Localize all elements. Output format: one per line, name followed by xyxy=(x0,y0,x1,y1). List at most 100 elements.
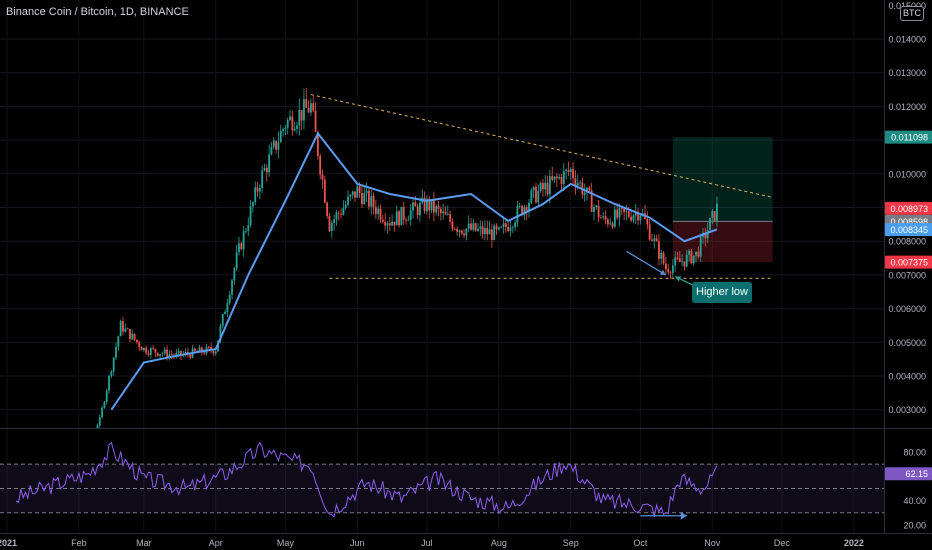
candle-body xyxy=(214,351,217,354)
y-tick-label: 0.007000 xyxy=(888,270,926,280)
candle-body xyxy=(567,169,570,172)
candle-body xyxy=(180,350,182,356)
candle-body xyxy=(662,252,665,264)
position-target-zone[interactable] xyxy=(672,137,773,222)
candle-body xyxy=(497,227,500,230)
candle-body xyxy=(228,294,231,304)
candle-body xyxy=(393,221,396,226)
rsi-value-label-bg[interactable] xyxy=(885,467,932,481)
candle-body xyxy=(145,347,148,354)
candle-body xyxy=(270,146,273,155)
price-label-bg[interactable] xyxy=(885,255,932,269)
candle-body xyxy=(149,348,152,355)
candle-body xyxy=(558,176,561,179)
candle-body xyxy=(374,207,377,214)
x-tick-label: 2021 xyxy=(0,538,17,548)
candle-body xyxy=(161,353,164,355)
annotation-arrow[interactable] xyxy=(626,250,667,276)
candle-body xyxy=(467,223,470,229)
candle-body xyxy=(678,258,681,262)
candle-body xyxy=(391,221,394,226)
candle-body xyxy=(159,354,161,356)
price-label-bg[interactable] xyxy=(885,130,932,144)
candle-body xyxy=(381,219,384,222)
candle-body xyxy=(586,187,588,193)
candle-body xyxy=(474,223,477,231)
candle-body xyxy=(697,251,700,257)
candle-body xyxy=(502,223,505,227)
price-panel[interactable] xyxy=(96,87,773,428)
candle-body xyxy=(562,170,565,184)
candle-body xyxy=(432,199,435,213)
trendline[interactable] xyxy=(310,94,773,198)
candle-body xyxy=(655,238,658,242)
candle-body xyxy=(630,216,632,221)
candle-body xyxy=(419,202,421,216)
candle-body xyxy=(572,169,574,179)
candle-body xyxy=(676,257,679,259)
candle-body xyxy=(140,347,143,351)
candle-body xyxy=(110,371,113,376)
candle-body xyxy=(544,182,547,190)
arrow-head xyxy=(675,276,682,282)
y-tick-label: 0.013000 xyxy=(888,68,926,78)
candle-body xyxy=(667,269,670,273)
y-tick-label: 0.006000 xyxy=(888,304,926,314)
candle-body xyxy=(516,206,519,223)
position-stop-zone[interactable] xyxy=(672,221,773,263)
candle-body xyxy=(685,254,688,267)
candle-body xyxy=(293,128,296,131)
arrow-head xyxy=(659,269,666,275)
candle-body xyxy=(530,190,533,203)
candle-body xyxy=(692,255,695,264)
candle-body xyxy=(400,206,403,226)
candle-body xyxy=(618,207,621,218)
candle-body xyxy=(272,140,275,147)
candle-body xyxy=(616,209,619,218)
candle-body xyxy=(437,206,440,209)
candle-body xyxy=(477,228,479,231)
moving-average-line[interactable] xyxy=(110,131,718,411)
candle-body xyxy=(609,223,612,225)
candle-body xyxy=(449,214,452,222)
candle-body xyxy=(198,347,201,352)
candle-body xyxy=(704,232,707,239)
candle-body xyxy=(312,103,315,111)
candle-body xyxy=(254,187,257,203)
candle-body xyxy=(542,182,544,190)
candle-body xyxy=(337,212,340,214)
candle-body xyxy=(548,176,551,195)
candle-body xyxy=(265,167,268,173)
candle-body xyxy=(683,261,686,267)
candle-body xyxy=(560,176,563,184)
candle-body xyxy=(611,223,614,227)
price-label-bg[interactable] xyxy=(885,201,932,215)
x-tick-label: 2022 xyxy=(844,538,864,548)
candle-body xyxy=(156,352,159,356)
x-tick-label: Jun xyxy=(350,538,365,548)
candle-body xyxy=(122,321,124,332)
candle-body xyxy=(627,211,630,217)
candle-body xyxy=(590,190,593,212)
candle-body xyxy=(574,178,577,186)
candle-body xyxy=(119,321,122,337)
price-label-bg[interactable] xyxy=(885,223,932,237)
candle-body xyxy=(414,202,417,207)
arrow-head xyxy=(680,511,687,520)
candle-body xyxy=(537,191,540,203)
candle-body xyxy=(486,227,489,235)
candle-body xyxy=(349,194,352,197)
rsi-panel[interactable] xyxy=(0,441,884,520)
candle-body xyxy=(303,99,305,121)
candle-body xyxy=(370,196,373,207)
currency-badge[interactable]: BTC xyxy=(900,6,924,21)
candle-body xyxy=(660,252,663,259)
annotation-higher-low[interactable]: Higher low xyxy=(692,282,752,303)
candle-body xyxy=(277,142,280,150)
candle-body xyxy=(709,217,711,231)
candle-body xyxy=(509,227,512,231)
candle-body xyxy=(532,186,535,191)
candle-body xyxy=(521,205,523,215)
rsi-line[interactable] xyxy=(15,441,718,518)
